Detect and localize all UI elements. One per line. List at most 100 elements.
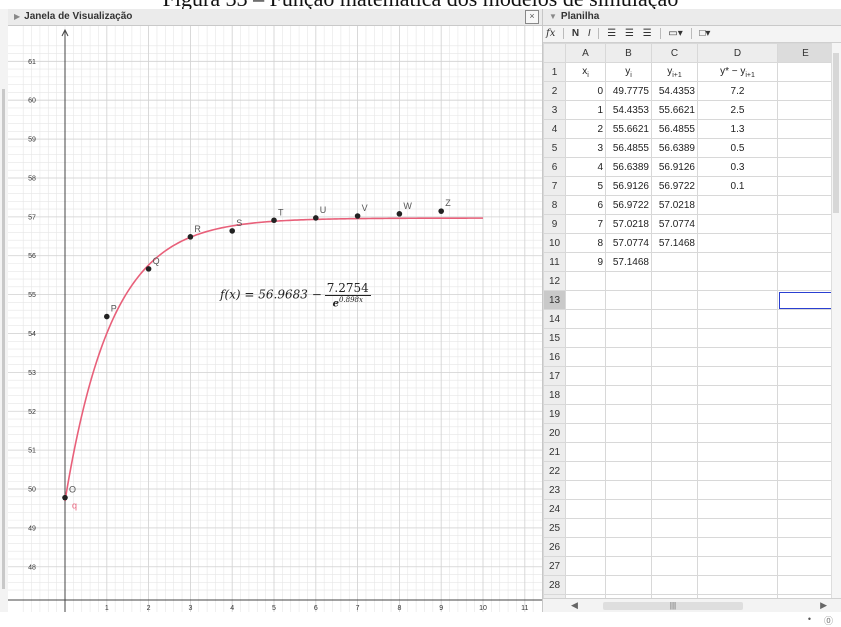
table-cell[interactable] [697, 499, 778, 519]
table-cell[interactable] [697, 404, 778, 424]
table-cell[interactable] [777, 461, 834, 481]
graphics-canvas[interactable]: 1 2 3 4 5 6 7 8 9 10 11484950515253545556575859606… [8, 26, 542, 612]
table-cell[interactable] [605, 537, 652, 557]
vertical-scroll-thumb[interactable] [833, 53, 839, 213]
data-point[interactable] [271, 217, 277, 224]
column-header-d[interactable]: D [697, 43, 778, 63]
data-point[interactable] [354, 213, 361, 219]
table-cell[interactable] [777, 119, 834, 139]
table-cell[interactable]: 1 [565, 100, 606, 120]
table-cell[interactable]: 8 [565, 233, 606, 253]
table-cell[interactable] [605, 575, 652, 595]
row-header[interactable]: 7 [543, 176, 566, 196]
row-header[interactable]: 10 [543, 233, 566, 253]
data-point[interactable] [396, 211, 403, 217]
row-header[interactable]: 16 [543, 347, 566, 367]
row-header[interactable]: 25 [543, 518, 566, 538]
table-cell[interactable] [697, 556, 778, 576]
table-cell[interactable]: yi [605, 62, 652, 82]
table-cell[interactable] [777, 195, 834, 215]
table-cell[interactable] [605, 518, 652, 538]
table-cell[interactable] [651, 423, 698, 443]
table-cell[interactable]: 5 [565, 176, 606, 196]
column-header-e[interactable]: E [777, 43, 834, 63]
table-cell[interactable] [565, 423, 606, 443]
data-point[interactable] [104, 313, 110, 320]
table-cell[interactable] [565, 556, 606, 576]
spreadsheet-panel[interactable]: ▼ Planilha fx N I ☰ ☰ ☰ ▭▾ □▾ A [543, 9, 841, 613]
table-cell[interactable] [697, 290, 778, 310]
horizontal-scroll-thumb[interactable]: ||| [603, 602, 743, 610]
table-cell[interactable] [565, 537, 606, 557]
row-header[interactable]: 19 [543, 404, 566, 424]
table-cell[interactable]: 57.1468 [605, 252, 652, 272]
row-header[interactable]: 6 [543, 157, 566, 177]
table-cell[interactable] [697, 233, 778, 253]
graphics-view-panel[interactable]: ▶ Janela de Visualização × 1 2 3 4 5 6 7 8 9 10 11 4… [8, 9, 543, 612]
left-scroll-thumb[interactable] [2, 89, 5, 589]
row-header[interactable]: 1 [543, 62, 566, 82]
table-cell[interactable] [565, 480, 606, 500]
table-cell[interactable] [777, 233, 834, 253]
table-cell[interactable]: 49.7775 [605, 81, 652, 101]
table-cell[interactable]: 9 [565, 252, 606, 272]
table-cell[interactable] [777, 347, 834, 367]
spreadsheet-table[interactable]: A B C D E 1 xi yi yi+1 y* − yi+1 2 0 49.7775 54.… [543, 43, 834, 598]
table-cell[interactable]: 55.6621 [605, 119, 652, 139]
italic-button[interactable]: I [587, 28, 591, 39]
table-cell[interactable] [697, 347, 778, 367]
table-cell[interactable] [777, 138, 834, 158]
table-cell[interactable] [777, 309, 834, 329]
table-cell[interactable] [605, 423, 652, 443]
table-cell[interactable]: 4 [565, 157, 606, 177]
row-header[interactable]: 8 [543, 195, 566, 215]
table-cell[interactable]: 54.4353 [605, 100, 652, 120]
border-dropdown-icon[interactable]: □▾ [699, 28, 711, 39]
table-cell[interactable] [651, 271, 698, 291]
table-cell[interactable] [605, 480, 652, 500]
table-cell[interactable] [697, 518, 778, 538]
table-cell[interactable]: xi [565, 62, 606, 82]
table-cell[interactable] [605, 499, 652, 519]
row-header[interactable]: 12 [543, 271, 566, 291]
bold-button[interactable]: N [571, 28, 580, 39]
data-point[interactable] [62, 494, 68, 501]
table-cell[interactable] [565, 499, 606, 519]
table-cell[interactable]: 56.9722 [651, 176, 698, 196]
table-cell[interactable] [651, 461, 698, 481]
table-cell[interactable] [777, 423, 834, 443]
spreadsheet-grid[interactable]: A B C D E 1 xi yi yi+1 y* − yi+1 2 0 49.7775 54.… [543, 43, 841, 598]
row-header[interactable]: 13 [543, 290, 566, 310]
data-point[interactable] [438, 208, 445, 214]
table-cell[interactable] [777, 176, 834, 196]
table-cell[interactable]: 57.0218 [651, 195, 698, 215]
table-cell[interactable] [651, 556, 698, 576]
table-cell[interactable] [651, 366, 698, 386]
table-cell[interactable]: 57.0774 [605, 233, 652, 253]
table-cell[interactable] [605, 328, 652, 348]
table-cell[interactable] [777, 442, 834, 462]
scroll-left-icon[interactable]: ◀ [571, 600, 578, 610]
table-cell[interactable]: 54.4353 [651, 81, 698, 101]
table-cell[interactable] [777, 556, 834, 576]
align-center-icon[interactable]: ☰ [625, 28, 634, 39]
table-cell[interactable] [565, 461, 606, 481]
table-cell[interactable] [651, 290, 698, 310]
align-left-icon[interactable]: ☰ [607, 28, 617, 39]
row-header[interactable]: 3 [543, 100, 566, 120]
table-cell[interactable] [697, 480, 778, 500]
table-cell[interactable]: 0.3 [697, 157, 778, 177]
table-cell[interactable]: 0 [565, 81, 606, 101]
table-cell[interactable]: 2.5 [697, 100, 778, 120]
table-cell[interactable]: 57.1468 [651, 233, 698, 253]
row-header[interactable]: 17 [543, 366, 566, 386]
table-cell[interactable] [697, 423, 778, 443]
row-header[interactable]: 9 [543, 214, 566, 234]
row-header[interactable]: 4 [543, 119, 566, 139]
table-cell[interactable]: 56.4855 [651, 119, 698, 139]
table-cell[interactable] [777, 404, 834, 424]
fx-button[interactable]: fx [546, 28, 556, 39]
table-cell[interactable] [565, 366, 606, 386]
table-cell[interactable] [777, 62, 834, 82]
table-cell[interactable] [651, 385, 698, 405]
